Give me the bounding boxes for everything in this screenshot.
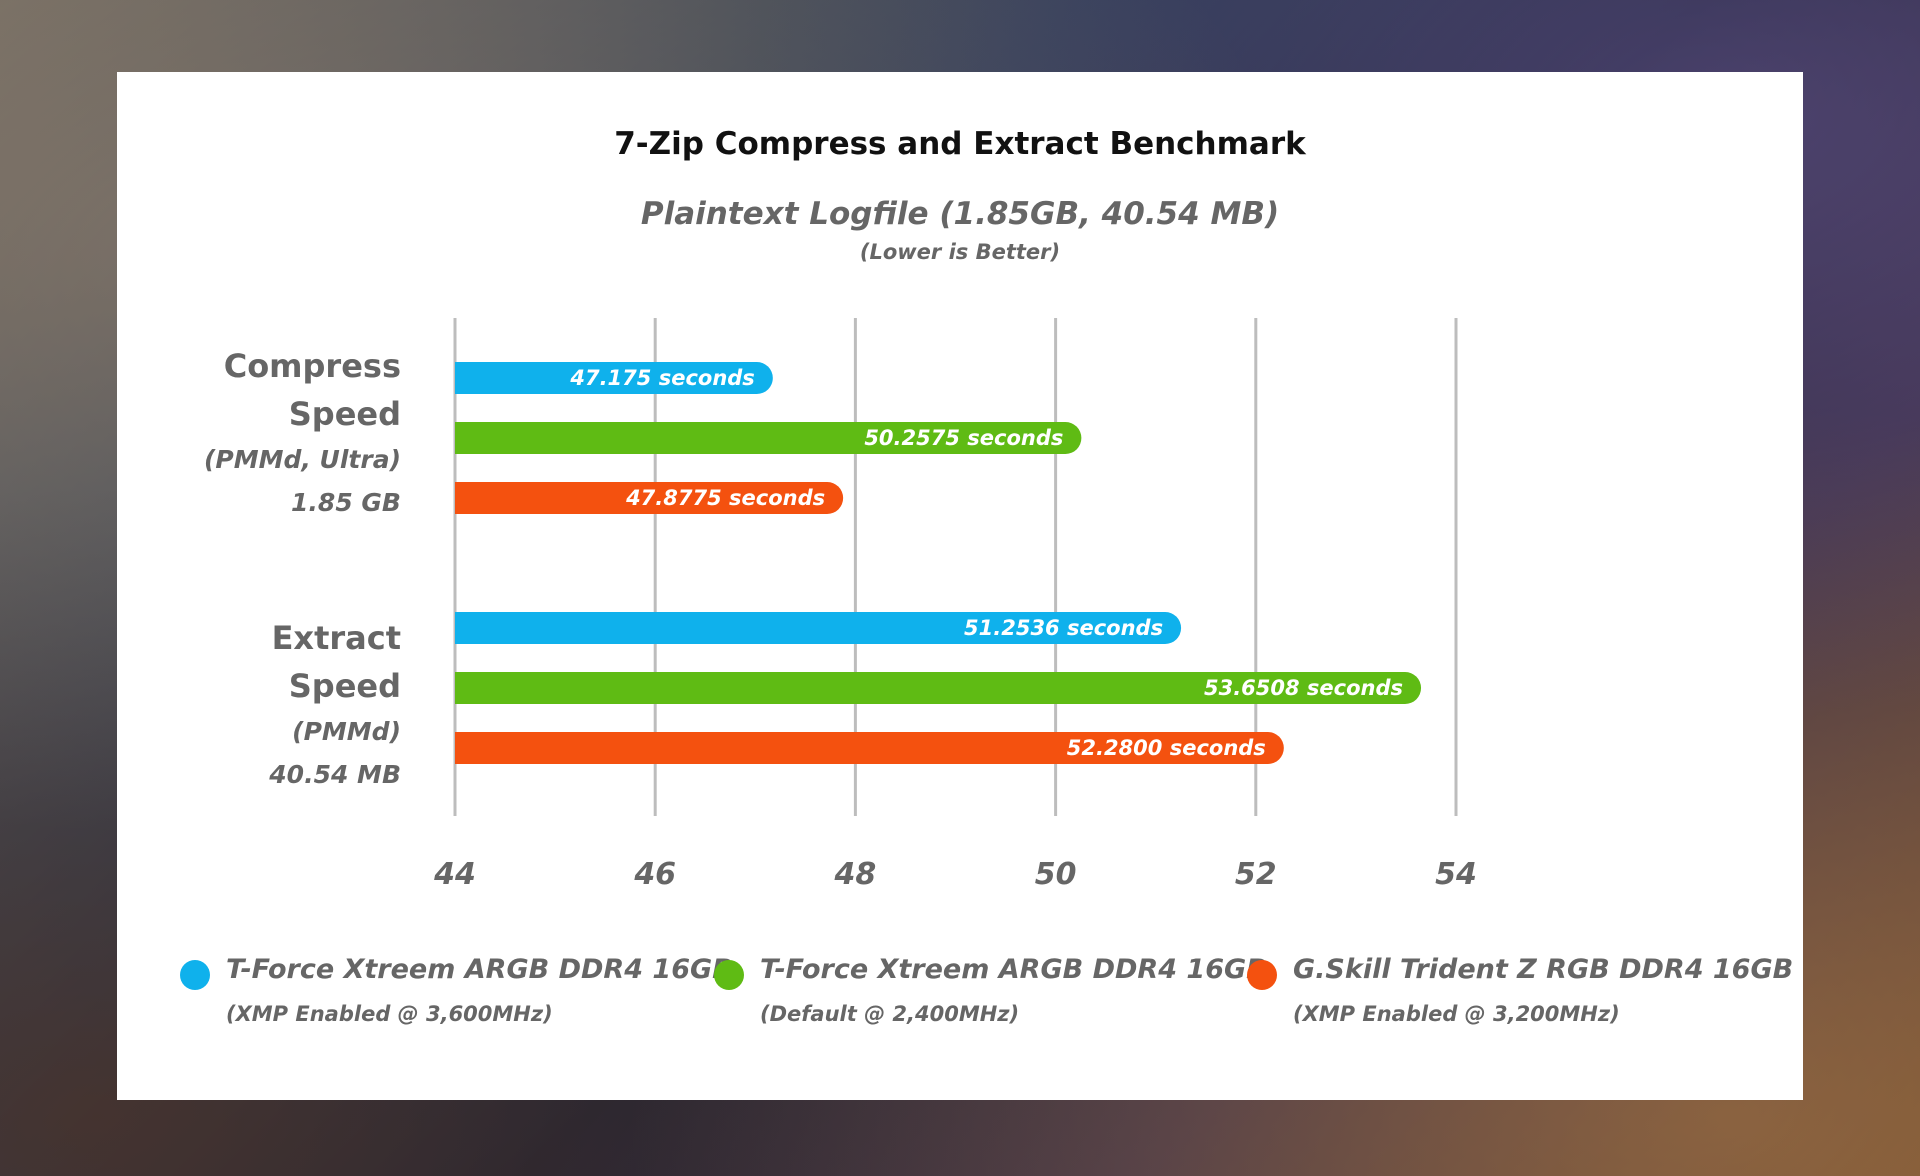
bar-chart: 44 46 48 50 52 54 47.175 seconds 50.2575 second… bbox=[433, 318, 1477, 892]
category-line: Speed bbox=[288, 667, 401, 705]
x-tick-label: 52 bbox=[1235, 857, 1277, 892]
chart-card: 7-Zip Compress and Extract Benchmark Pla… bbox=[117, 72, 1803, 1100]
legend-label: T-Force Xtreem ARGB DDR4 16GB bbox=[760, 954, 1267, 985]
legend-detail: (XMP Enabled @ 3,600MHz) bbox=[226, 1002, 553, 1026]
category-line: Speed bbox=[288, 395, 401, 433]
x-tick-label: 48 bbox=[834, 857, 877, 892]
bar bbox=[455, 732, 1284, 764]
chart-note: (Lower is Better) bbox=[859, 240, 1061, 264]
bar-left-cap bbox=[455, 422, 473, 454]
legend-swatch bbox=[1247, 960, 1277, 990]
bar bbox=[455, 672, 1422, 704]
x-tick-label: 46 bbox=[633, 857, 676, 892]
x-tick-label: 54 bbox=[1435, 857, 1477, 892]
x-tick-label: 44 bbox=[433, 857, 476, 892]
category-detail: (PMMd) bbox=[292, 717, 401, 746]
bar bbox=[455, 612, 1182, 644]
chart-subtitle: Plaintext Logfile (1.85GB, 40.54 MB) bbox=[640, 196, 1280, 232]
legend-swatch bbox=[180, 960, 210, 990]
legend-label: G.Skill Trident Z RGB DDR4 16GB bbox=[1293, 954, 1794, 985]
data-label: 52.2800 seconds bbox=[1067, 736, 1266, 760]
bar-left-cap bbox=[455, 612, 473, 644]
category-line: Compress bbox=[223, 347, 401, 385]
bar-left-cap bbox=[455, 732, 473, 764]
category-detail: (PMMd, Ultra) bbox=[203, 445, 401, 474]
legend-label: T-Force Xtreem ARGB DDR4 16GB bbox=[226, 954, 733, 985]
data-label: 47.175 seconds bbox=[569, 366, 754, 390]
data-label: 53.6508 seconds bbox=[1204, 676, 1403, 700]
category-line: Extract bbox=[271, 619, 401, 657]
bar bbox=[455, 482, 844, 514]
legend-detail: (Default @ 2,400MHz) bbox=[760, 1002, 1020, 1026]
data-label: 50.2575 seconds bbox=[864, 426, 1063, 450]
chart-title: 7-Zip Compress and Extract Benchmark bbox=[614, 126, 1306, 162]
bar-left-cap bbox=[455, 362, 473, 394]
legend-detail: (XMP Enabled @ 3,200MHz) bbox=[1293, 1002, 1620, 1026]
data-label: 51.2536 seconds bbox=[964, 616, 1163, 640]
bar bbox=[455, 362, 773, 394]
category-detail: 40.54 MB bbox=[269, 760, 401, 789]
bar bbox=[455, 422, 1082, 454]
bar-left-cap bbox=[455, 482, 473, 514]
category-label-compress: Compress Speed (PMMd, Ultra) 1.85 GB bbox=[204, 342, 401, 524]
category-detail: 1.85 GB bbox=[291, 488, 401, 517]
legend-swatch bbox=[714, 960, 744, 990]
bar-left-cap bbox=[455, 672, 473, 704]
x-tick-label: 50 bbox=[1035, 857, 1077, 892]
data-label: 47.8775 seconds bbox=[625, 486, 825, 510]
category-label-extract: Extract Speed (PMMd) 40.54 MB bbox=[269, 614, 401, 796]
